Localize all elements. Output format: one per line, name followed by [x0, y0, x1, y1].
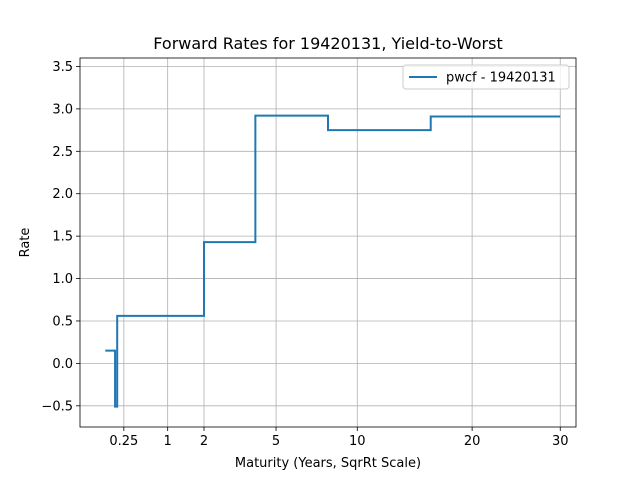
y-tick-label: 1.5	[52, 230, 73, 245]
y-tick-label: −0.5	[41, 399, 73, 414]
chart-title: Forward Rates for 19420131, Yield-to-Wor…	[153, 34, 502, 53]
x-axis-label: Maturity (Years, SqrRt Scale)	[235, 456, 421, 471]
legend-label: pwcf - 19420131	[446, 71, 556, 86]
y-tick-label: 0.0	[52, 357, 73, 372]
y-tick-label: 2.5	[52, 145, 73, 160]
x-tick-label: 20	[464, 434, 481, 449]
legend-box	[402, 64, 570, 90]
series-layer	[105, 114, 561, 408]
legend: pwcf - 19420131	[402, 64, 570, 90]
x-tick-label: 5	[272, 434, 280, 449]
y-tick-label: 0.5	[52, 314, 73, 329]
grid	[80, 58, 576, 427]
x-tick-label: 1	[164, 434, 172, 449]
y-tick-label: 3.0	[52, 102, 73, 117]
x-tick-label: 30	[552, 434, 569, 449]
x-tick-label: 10	[349, 434, 366, 449]
x-tick-label: 2	[200, 434, 208, 449]
x-axis-ticks: 0.25 1 2 5 10 20 30	[109, 427, 569, 449]
y-tick-label: 1.0	[52, 272, 73, 287]
series-line	[105, 114, 561, 408]
y-tick-label: 2.0	[52, 187, 73, 202]
plot-frame	[79, 57, 577, 428]
y-axis-ticks: −0.5 0.0 0.5 1.0 1.5 2.0 2.5 3.0 3.5	[41, 60, 80, 414]
x-tick-label: 0.25	[109, 434, 138, 449]
y-axis-label: Rate	[18, 228, 33, 258]
y-tick-label: 3.5	[52, 60, 73, 75]
